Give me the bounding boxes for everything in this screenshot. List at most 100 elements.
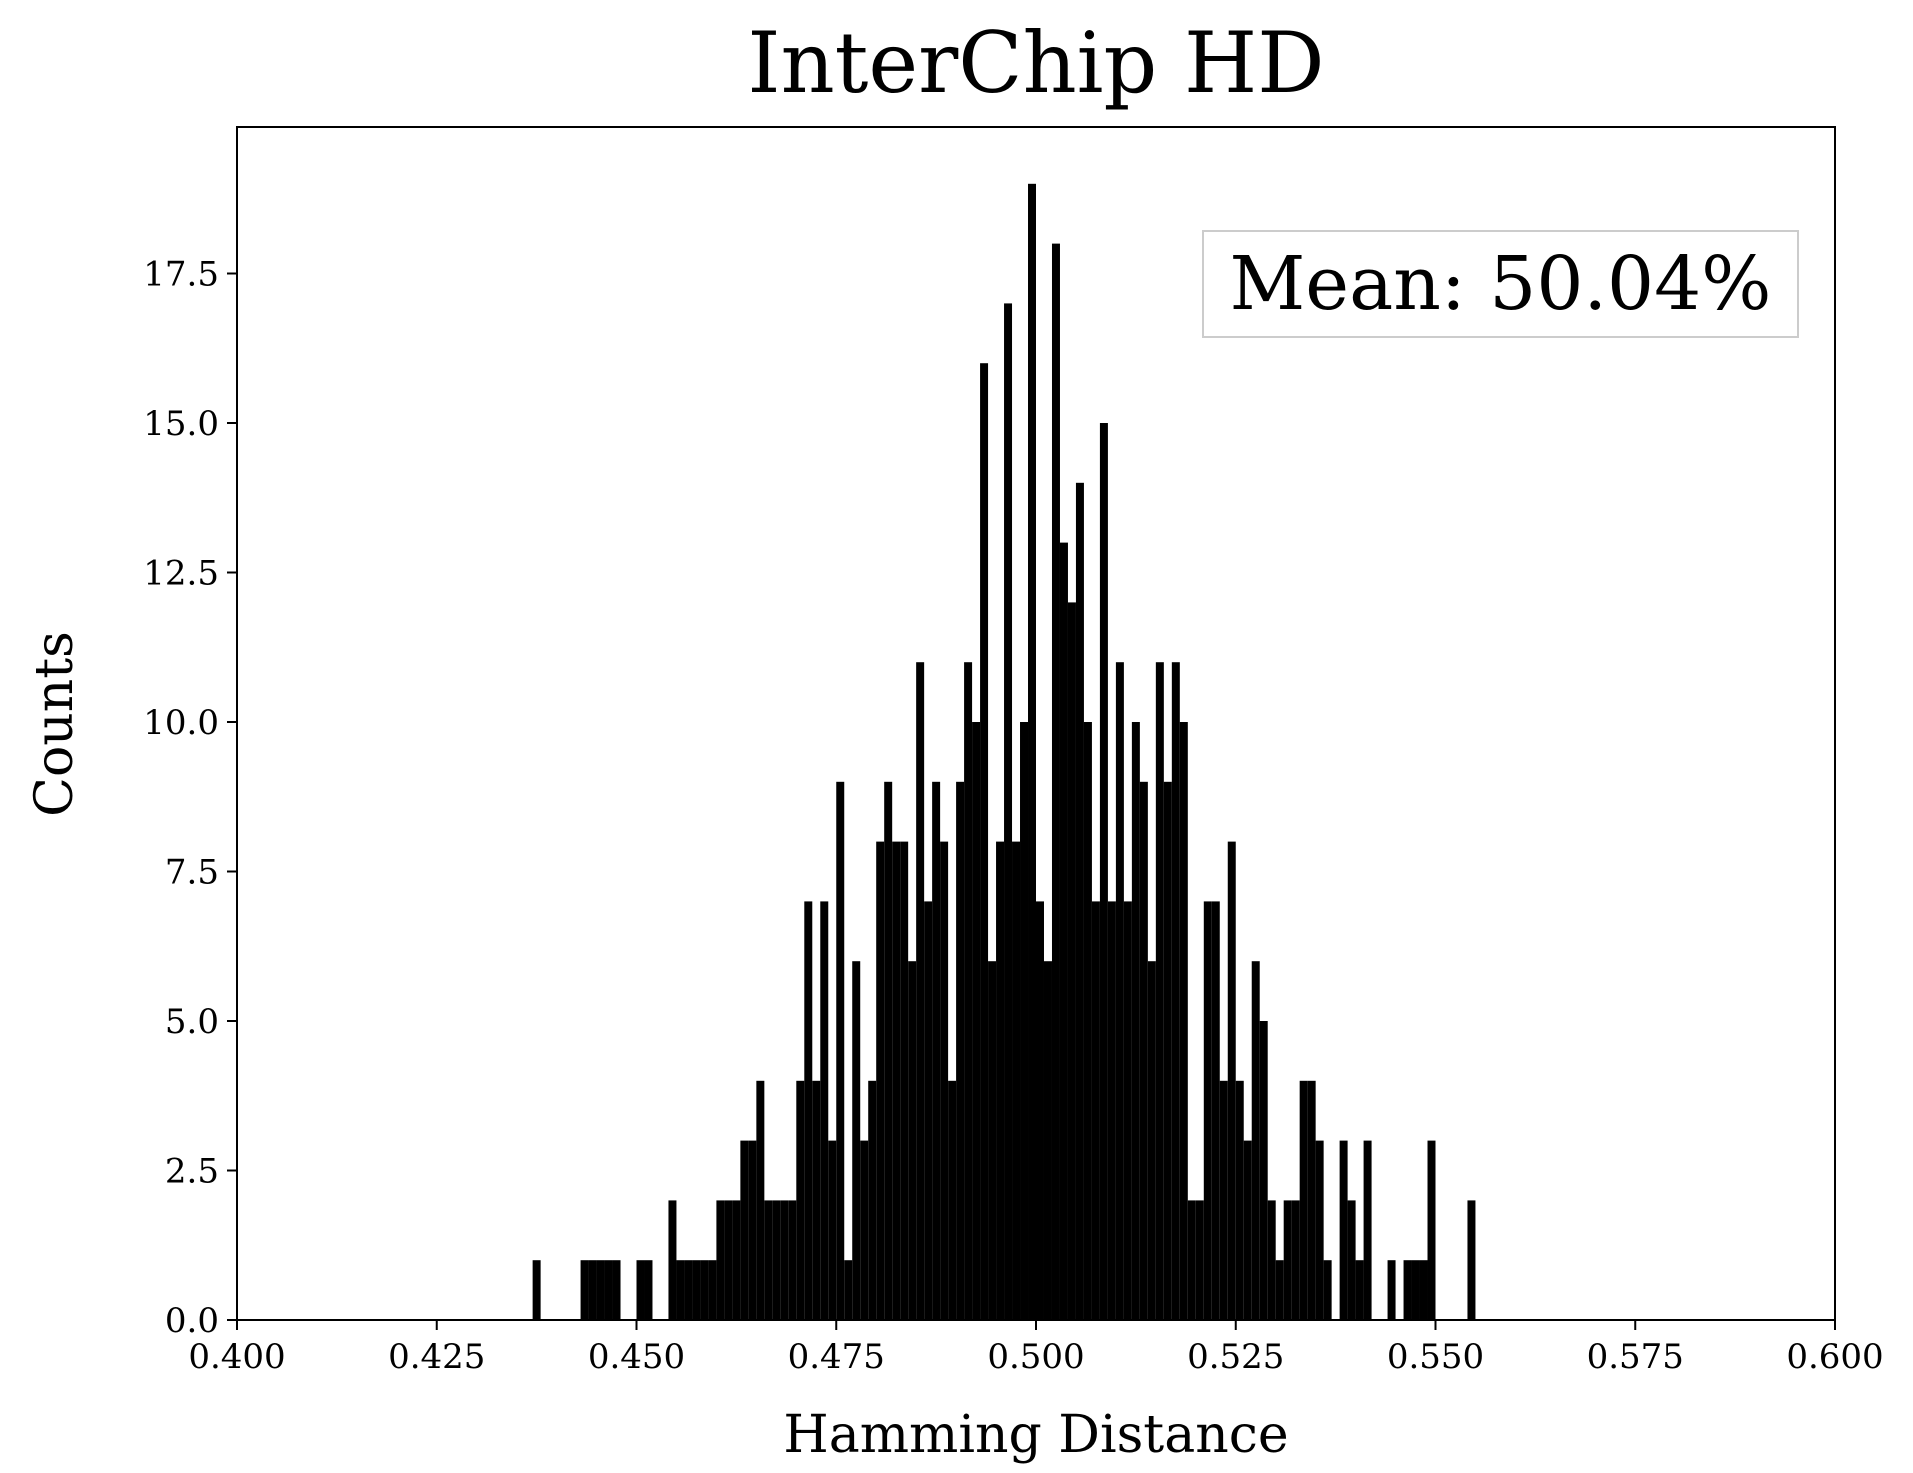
x-tick-label: 0.500	[987, 1337, 1084, 1377]
bar	[1347, 1200, 1356, 1320]
bar	[1107, 901, 1116, 1320]
x-tick-label: 0.575	[1587, 1337, 1684, 1377]
bar	[812, 1080, 821, 1320]
bar	[1363, 1140, 1372, 1320]
y-tick-label: 17.5	[143, 255, 219, 295]
bar	[1323, 1260, 1332, 1320]
bar	[1243, 1140, 1252, 1320]
bar	[716, 1200, 725, 1320]
bar	[1235, 1080, 1244, 1320]
bar	[756, 1080, 765, 1320]
bar	[708, 1260, 717, 1320]
bar	[1171, 662, 1180, 1320]
bar	[1155, 662, 1164, 1320]
bar	[1075, 482, 1084, 1320]
bar	[636, 1260, 645, 1320]
bar	[1275, 1260, 1284, 1320]
bar	[1020, 722, 1029, 1320]
x-tick-label: 0.400	[188, 1337, 285, 1377]
bar	[956, 781, 965, 1320]
bar	[1419, 1260, 1428, 1320]
bar	[1299, 1080, 1308, 1320]
bar	[700, 1260, 709, 1320]
y-tick-label: 2.5	[165, 1152, 219, 1192]
bar	[1083, 722, 1092, 1320]
bar	[1163, 781, 1172, 1320]
bar	[1227, 841, 1236, 1320]
bar	[588, 1260, 597, 1320]
bar	[764, 1200, 773, 1320]
bar	[532, 1260, 541, 1320]
bar	[940, 841, 949, 1320]
bar	[1307, 1080, 1316, 1320]
bar	[916, 662, 925, 1320]
bar	[740, 1140, 749, 1320]
bar	[1028, 183, 1036, 1320]
bar	[868, 1080, 877, 1320]
y-tick-label: 5.0	[165, 1002, 219, 1042]
bar	[748, 1140, 757, 1320]
annotation: Mean: 50.04%	[1230, 241, 1772, 327]
x-tick-label: 0.525	[1187, 1337, 1284, 1377]
bar	[1211, 901, 1220, 1320]
x-tick-label: 0.600	[1786, 1337, 1883, 1377]
bar	[908, 961, 917, 1320]
bar	[900, 841, 909, 1320]
bar	[1123, 901, 1132, 1320]
bar	[1051, 243, 1060, 1321]
bar	[1147, 961, 1156, 1320]
bar	[1036, 901, 1044, 1320]
bar	[1427, 1140, 1436, 1320]
bar	[820, 901, 829, 1320]
bar	[684, 1260, 693, 1320]
bar	[972, 722, 981, 1320]
bar	[724, 1200, 733, 1320]
bar	[964, 662, 973, 1320]
bar	[1411, 1260, 1420, 1320]
bar	[780, 1200, 789, 1320]
bar	[692, 1260, 701, 1320]
bar	[1267, 1200, 1276, 1320]
bar	[1004, 303, 1013, 1320]
bar	[1387, 1260, 1396, 1320]
bar	[948, 1080, 957, 1320]
bar	[604, 1260, 613, 1320]
bar	[1339, 1140, 1348, 1320]
chart-title: InterChip HD	[747, 14, 1324, 112]
bar	[1403, 1260, 1412, 1320]
bar	[644, 1260, 653, 1320]
bar	[1259, 1021, 1268, 1320]
bar	[828, 1140, 837, 1320]
bar	[612, 1260, 621, 1320]
bar	[1099, 423, 1108, 1320]
bar	[732, 1200, 741, 1320]
bar	[676, 1260, 685, 1320]
bar	[1355, 1260, 1364, 1320]
bar	[1012, 841, 1021, 1320]
bar	[1203, 901, 1212, 1320]
bar	[1251, 961, 1260, 1320]
bar	[932, 781, 941, 1320]
bar	[924, 901, 933, 1320]
bar	[668, 1200, 677, 1320]
x-axis-label: Hamming Distance	[783, 1405, 1288, 1465]
bar	[788, 1200, 797, 1320]
y-tick-label: 7.5	[165, 853, 219, 893]
annotation-box	[1202, 230, 1799, 338]
bar	[844, 1260, 853, 1320]
y-tick-label: 0.0	[165, 1301, 219, 1341]
bar	[1315, 1140, 1324, 1320]
bar	[852, 961, 861, 1320]
bar	[1059, 542, 1068, 1320]
bar	[1139, 781, 1148, 1320]
bar	[796, 1080, 805, 1320]
bar	[1283, 1200, 1292, 1320]
bar	[1219, 1080, 1228, 1320]
y-tick-label: 12.5	[143, 554, 219, 594]
x-tick-label: 0.550	[1387, 1337, 1484, 1377]
bar	[804, 901, 813, 1320]
bar	[836, 781, 845, 1320]
bar	[988, 961, 997, 1320]
y-tick-label: 10.0	[143, 703, 219, 743]
